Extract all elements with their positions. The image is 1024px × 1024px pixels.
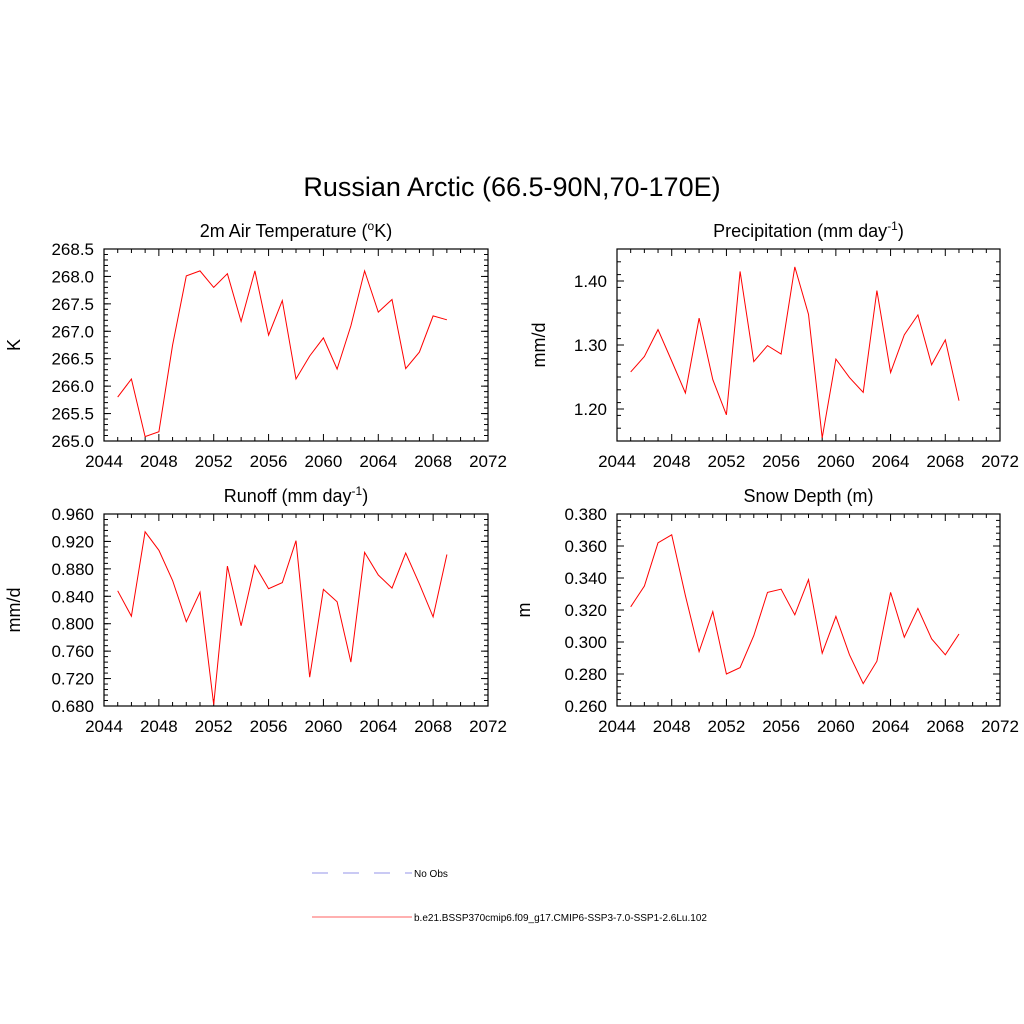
y-tick-label: 1.30 (574, 336, 607, 355)
x-tick-label: 2056 (250, 717, 288, 736)
panel-title: Runoff (mm day-1) (224, 484, 368, 506)
x-tick-label: 2072 (469, 717, 507, 736)
x-tick-label: 2072 (469, 452, 507, 471)
y-tick-label: 268.0 (51, 267, 94, 286)
legend: No Obs b.e21.BSSP370cmip6.f09_g17.CMIP6-S… (312, 869, 707, 924)
x-tick-label: 2068 (926, 452, 964, 471)
x-tick-label: 2048 (140, 717, 178, 736)
y-axis-label: mm/d (4, 588, 24, 633)
x-tick-label: 2060 (817, 717, 855, 736)
y-axis-label: K (4, 339, 24, 351)
y-tick-label: 0.880 (51, 560, 94, 579)
x-tick-label: 2048 (653, 452, 691, 471)
x-tick-label: 2056 (762, 717, 800, 736)
panel-title: Snow Depth (m) (743, 486, 873, 506)
series-line (630, 534, 960, 685)
y-tick-label: 0.260 (564, 697, 607, 716)
y-tick-label: 268.5 (51, 240, 94, 259)
x-tick-label: 2064 (359, 452, 397, 471)
y-tick-label: 0.960 (51, 505, 94, 524)
legend-label: b.e21.BSSP370cmip6.f09_g17.CMIP6-SSP3-7.… (414, 913, 707, 924)
x-tick-label: 2064 (872, 452, 910, 471)
y-tick-label: 267.5 (51, 295, 94, 314)
x-tick-label: 2044 (598, 717, 636, 736)
panel-2: Precipitation (mm day-1) mm/d 2044 2048 2052… (529, 219, 1019, 471)
y-tick-label: 0.300 (564, 633, 607, 652)
x-tick-label: 2052 (195, 452, 233, 471)
y-tick-label: 267.0 (51, 322, 94, 341)
y-tick-label: 0.680 (51, 697, 94, 716)
y-axis-label: m (514, 603, 534, 618)
y-tick-label: 0.380 (564, 505, 607, 524)
x-tick-label: 2048 (653, 717, 691, 736)
panel-1: 2m Air Temperature (oK) K 2044 2048 2052 2056… (4, 219, 507, 471)
x-tick-label: 2060 (817, 452, 855, 471)
y-tick-label: 266.5 (51, 350, 94, 369)
y-tick-label: 1.40 (574, 272, 607, 291)
series-line (630, 266, 960, 438)
series-line (117, 269, 448, 438)
panel-title: Precipitation (mm day-1) (713, 219, 904, 241)
y-tick-label: 0.320 (564, 601, 607, 620)
x-tick-label: 2060 (305, 452, 343, 471)
x-tick-label: 2072 (981, 717, 1019, 736)
x-tick-label: 2056 (762, 452, 800, 471)
y-tick-label: 0.340 (564, 569, 607, 588)
panel-title: 2m Air Temperature (oK) (200, 219, 392, 241)
y-tick-label: 265.0 (51, 432, 94, 451)
series-line (117, 530, 448, 705)
x-tick-label: 2044 (85, 717, 123, 736)
y-tick-label: 1.20 (574, 400, 607, 419)
x-tick-label: 2052 (708, 717, 746, 736)
y-tick-label: 0.840 (51, 587, 94, 606)
x-tick-label: 2052 (708, 452, 746, 471)
panel-4: Snow Depth (m) m 2044 2048 2052 2056 2060 2064 2… (514, 486, 1019, 736)
legend-label: No Obs (414, 869, 448, 880)
y-tick-label: 0.720 (51, 670, 94, 689)
x-tick-label: 2048 (140, 452, 178, 471)
chart-panels: 2m Air Temperature (oK) K 2044 2048 2052 2056… (4, 219, 1019, 736)
x-tick-label: 2068 (926, 717, 964, 736)
x-tick-label: 2068 (414, 717, 452, 736)
y-tick-label: 0.280 (564, 665, 607, 684)
y-tick-label: 265.5 (51, 405, 94, 424)
y-tick-label: 0.360 (564, 537, 607, 556)
x-tick-label: 2052 (195, 717, 233, 736)
x-tick-label: 2072 (981, 452, 1019, 471)
y-tick-label: 266.0 (51, 377, 94, 396)
y-tick-label: 0.920 (51, 532, 94, 551)
y-tick-label: 0.800 (51, 615, 94, 634)
x-tick-label: 2044 (598, 452, 636, 471)
x-tick-label: 2044 (85, 452, 123, 471)
y-axis-label: mm/d (529, 323, 549, 368)
x-tick-label: 2060 (305, 717, 343, 736)
panel-3: Runoff (mm day-1) mm/d 2044 2048 2052 2056 206… (4, 484, 507, 736)
x-tick-label: 2064 (359, 717, 397, 736)
figure-title: Russian Arctic (66.5-90N,70-170E) (303, 172, 720, 202)
x-tick-label: 2056 (250, 452, 288, 471)
x-tick-label: 2064 (872, 717, 910, 736)
y-tick-label: 0.760 (51, 642, 94, 661)
x-tick-label: 2068 (414, 452, 452, 471)
